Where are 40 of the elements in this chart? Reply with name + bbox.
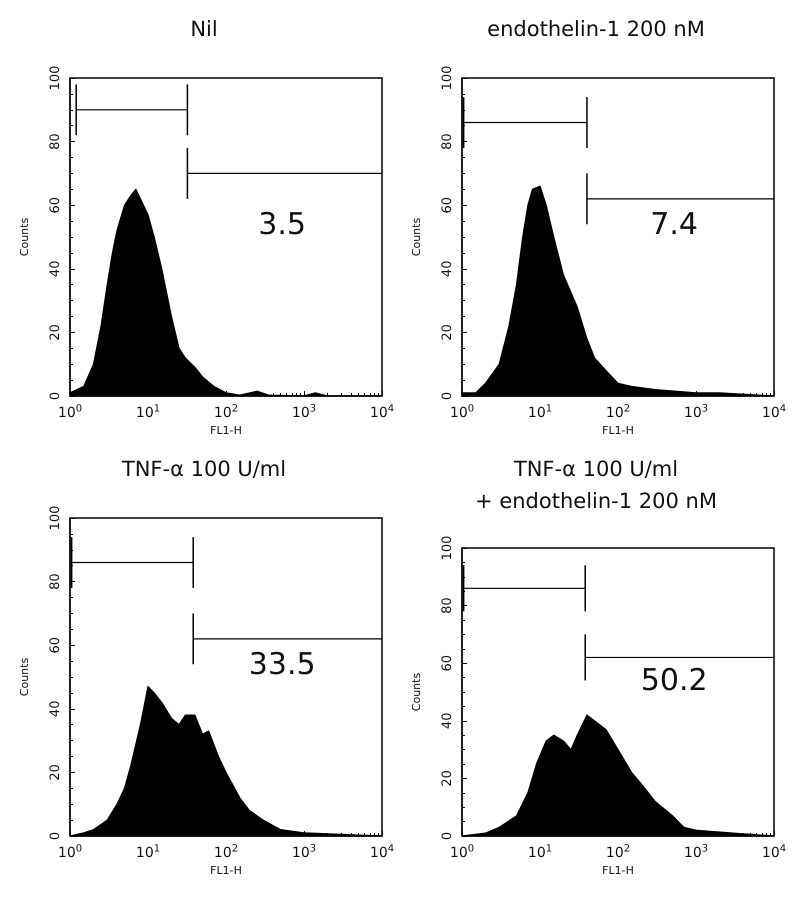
annotation: 33.5: [248, 646, 316, 682]
y-tick-label: 40: [440, 260, 455, 278]
y-tick-label: 20: [440, 770, 455, 787]
x-axis-title: FL1-H: [210, 864, 242, 877]
y-tick-label: 60: [48, 196, 63, 214]
y-tick-label: 40: [48, 700, 63, 718]
y-tick-label: 20: [48, 324, 63, 341]
annotation: 7.4: [650, 206, 698, 242]
chart-title: endothelin-1 200 nM: [487, 17, 705, 41]
y-tick-label: 0: [48, 392, 63, 400]
y-tick-label: 100: [440, 66, 455, 90]
y-tick-label: 80: [48, 133, 63, 150]
y-axis-title: Counts: [18, 218, 31, 256]
y-tick-label: 80: [440, 597, 455, 614]
y-tick-label: 100: [440, 536, 455, 560]
x-axis-title: FL1-H: [602, 424, 634, 437]
y-tick-label: 20: [440, 324, 455, 341]
y-tick-label: 20: [48, 764, 63, 781]
y-tick-label: 40: [48, 260, 63, 278]
chart-title: TNF-α 100 U/ml + endothelin-1 200 nM: [475, 457, 717, 513]
y-axis-title: Counts: [18, 658, 31, 696]
x-axis-title: FL1-H: [210, 424, 242, 437]
y-axis-title: Counts: [410, 672, 423, 712]
y-tick-label: 60: [440, 654, 455, 672]
y-tick-label: 0: [440, 832, 455, 840]
y-tick-label: 60: [440, 196, 455, 214]
y-tick-label: 60: [48, 636, 63, 654]
annotation: 3.5: [258, 206, 306, 242]
y-tick-label: 40: [440, 712, 455, 730]
annotation: 50.2: [640, 662, 708, 698]
y-tick-label: 100: [48, 66, 63, 90]
y-tick-label: 80: [48, 573, 63, 590]
y-tick-label: 0: [440, 392, 455, 400]
y-tick-label: 0: [48, 832, 63, 840]
chart-title: TNF-α 100 U/ml: [120, 457, 286, 481]
x-axis-title: FL1-H: [602, 864, 634, 877]
y-tick-label: 100: [48, 506, 63, 530]
chart-title: Nil: [190, 17, 218, 41]
y-tick-label: 80: [440, 133, 455, 150]
y-axis-title: Counts: [410, 218, 423, 256]
